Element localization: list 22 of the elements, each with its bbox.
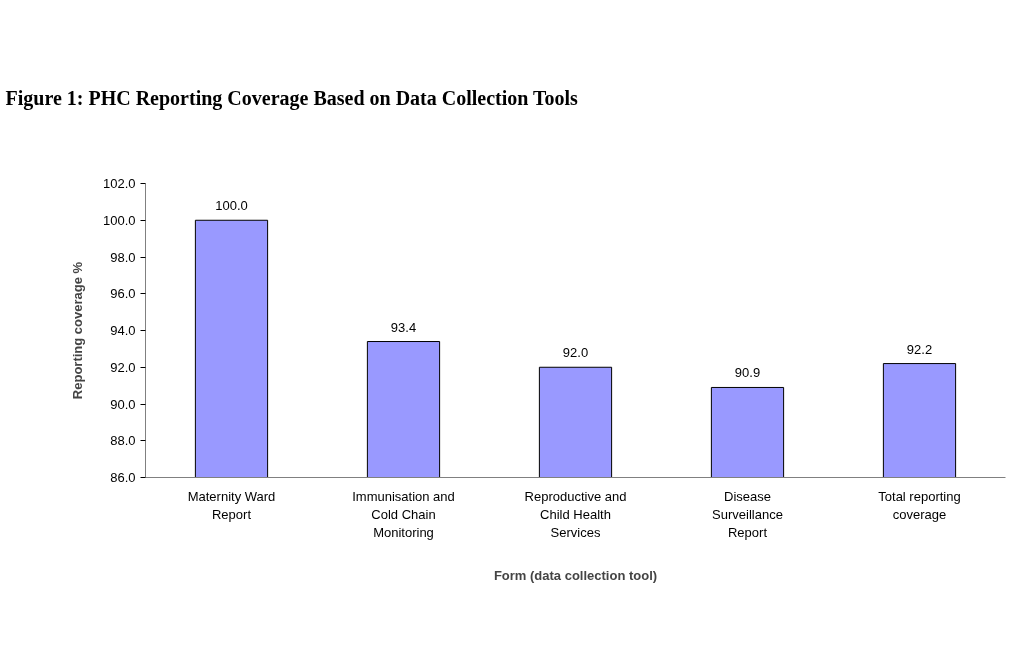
y-tick-label: 100.0 [102,212,136,228]
y-tick-label: 98.0 [110,249,136,265]
y-tick-label: 88.0 [110,433,136,449]
data-label: 90.9 [734,365,761,381]
x-tick-label: Immunisation and Cold Chain Monitoring [352,488,455,540]
x-tick-label: Reproductive and Child Health Services [524,488,627,540]
data-label: 92.0 [562,345,589,361]
data-label: 92.2 [906,341,933,357]
data-label: 93.4 [390,319,417,335]
x-tick-label: Maternity Ward Report [187,488,276,522]
x-tick-label: Disease Surveillance Report [712,488,783,540]
y-tick-label: 96.0 [110,286,136,302]
y-tick-label: 92.0 [110,359,136,375]
y-tick-label: 90.0 [110,396,136,412]
chart-title: Figure 1: PHC Reporting Coverage Based on Data Collection Tools [5,86,579,110]
x-axis-title: Form (data collection tool) [493,567,658,583]
y-tick-label: 94.0 [110,323,136,338]
x-tick-label: Total reporting coverage [878,488,961,522]
y-axis-title: Reporting coverage % [69,261,85,400]
data-label: 100.0 [215,198,248,214]
y-tick-label: 102.0 [102,176,136,191]
y-tick-label: 86.0 [110,470,136,485]
